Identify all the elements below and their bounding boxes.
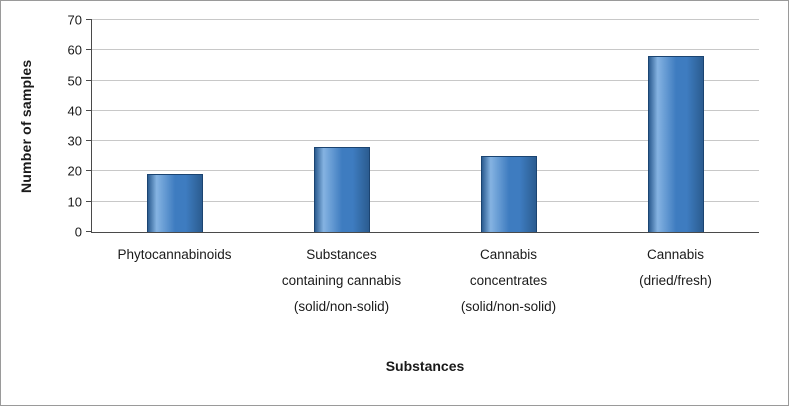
- y-tick-label-60: 60: [67, 42, 82, 58]
- gridline-20: [92, 170, 759, 172]
- y-tick-mark-70: [86, 19, 92, 20]
- y-axis-title: Number of samples: [18, 59, 34, 194]
- y-tick-mark-60: [86, 49, 92, 51]
- gridline-70: [92, 19, 759, 20]
- gridline-10: [92, 200, 759, 202]
- category-label-1: Substances containing cannabis (solid/no…: [258, 242, 425, 320]
- category-label-3: Cannabis (dried/fresh): [592, 242, 759, 320]
- y-tick-mark-10: [86, 200, 92, 202]
- bar-2: [480, 156, 537, 232]
- gridline-50: [92, 79, 759, 81]
- category-label-text-0: Phytocannabinoids: [117, 247, 232, 262]
- category-label-0: Phytocannabinoids: [91, 242, 258, 320]
- x-axis-title: Substances: [385, 358, 465, 374]
- gridline-30: [92, 140, 759, 142]
- bar-1: [314, 147, 371, 232]
- y-tick-label-30: 30: [67, 133, 82, 149]
- category-label-text-2: Cannabis concentrates (solid/non-solid): [460, 247, 557, 314]
- y-tick-label-70: 70: [67, 12, 82, 28]
- y-tick-mark-30: [86, 140, 92, 142]
- x-axis-category-labels: Phytocannabinoids Substances containing c…: [91, 242, 759, 320]
- y-tick-mark-40: [86, 109, 92, 111]
- y-tick-label-40: 40: [67, 103, 82, 119]
- y-tick-label-50: 50: [67, 73, 82, 89]
- y-tick-label-0: 0: [74, 224, 82, 240]
- plot-area: 0 10 20 30 40 50 60 70: [68, 13, 759, 240]
- y-tick-mark-0: [86, 231, 92, 232]
- category-label-2: Cannabis concentrates (solid/non-solid): [425, 242, 592, 320]
- bar-0: [147, 174, 204, 232]
- y-tick-label-20: 20: [67, 163, 82, 179]
- y-tick-mark-20: [86, 170, 92, 172]
- y-tick-label-10: 10: [67, 194, 82, 210]
- category-label-text-3: Cannabis (dried/fresh): [639, 247, 712, 288]
- category-label-text-1: Substances containing cannabis (solid/no…: [281, 247, 402, 314]
- y-tick-mark-50: [86, 79, 92, 81]
- gridline-60: [92, 49, 759, 51]
- gridline-40: [92, 109, 759, 111]
- bar-3: [647, 56, 704, 232]
